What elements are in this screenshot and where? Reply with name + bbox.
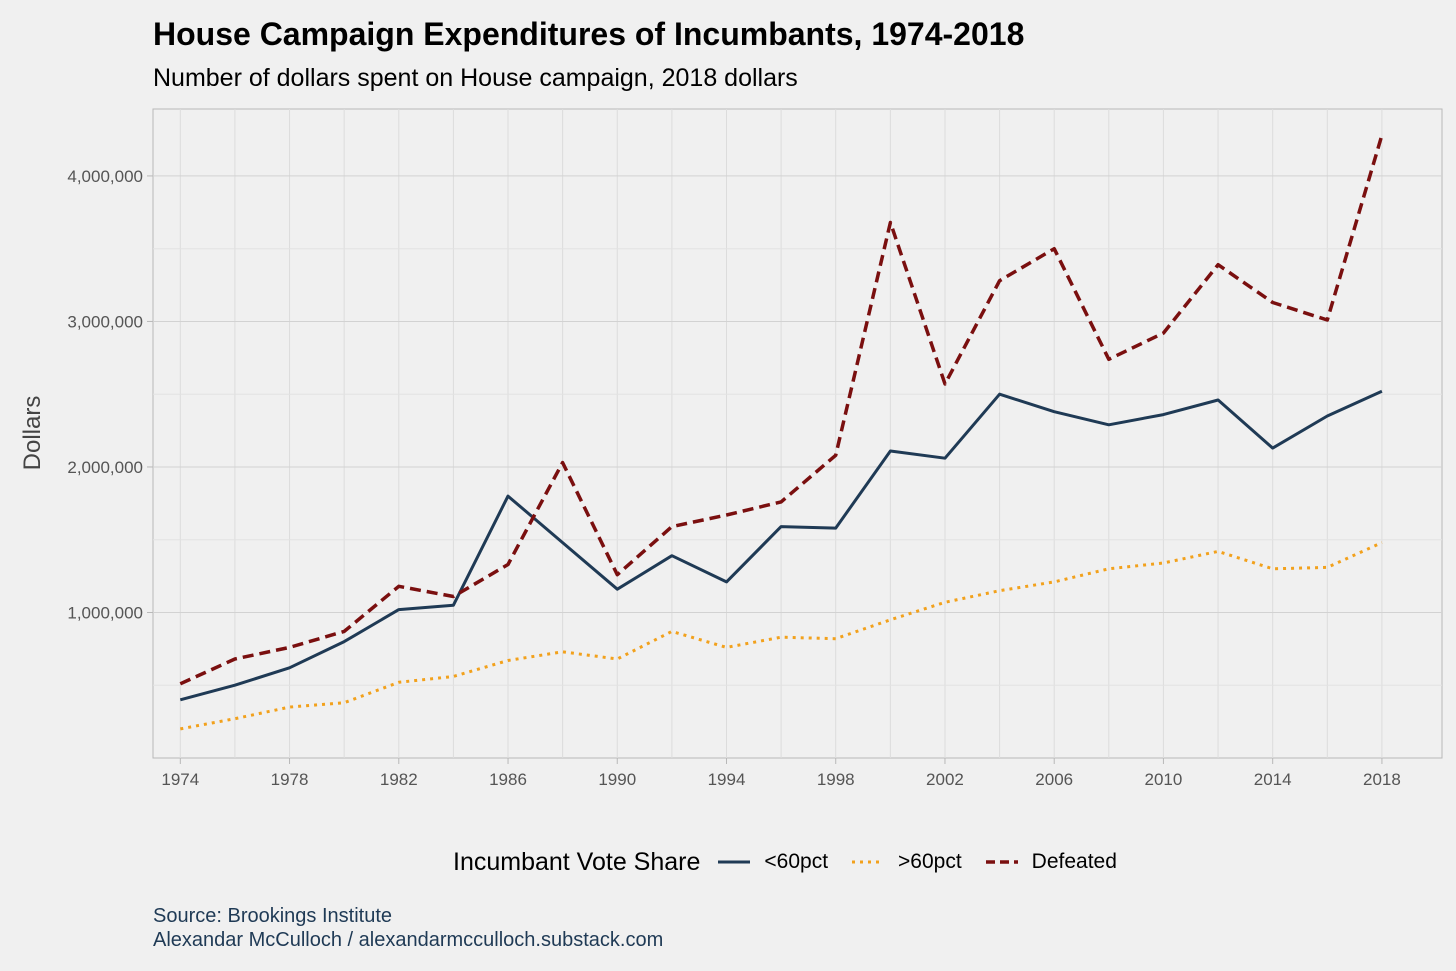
x-tick-label: 1974 [161,770,199,789]
legend-item-defeated: Defeated [984,850,1117,874]
legend: Incumbant Vote Share <60pct >60pct Defea… [453,845,1139,879]
legend-item-lt60: <60pct [716,850,828,874]
x-tick-label: 1998 [817,770,855,789]
legend-key-lt60 [718,860,751,864]
legend-title: Incumbant Vote Share [453,847,701,876]
legend-label-lt60: <60pct [764,850,829,873]
legend-key-gt60 [852,860,885,864]
legend-item-gt60: >60pct [850,850,962,874]
x-tick-label: 2018 [1363,770,1401,789]
legend-key-defeated [985,860,1018,864]
legend-label-gt60: >60pct [898,850,962,873]
series-line-0 [179,389,1383,702]
series-line-2 [179,134,1384,686]
y-tick-label: 1,000,000 [67,603,143,622]
y-tick-label: 3,000,000 [67,312,143,331]
x-tick-label: 1986 [489,770,527,789]
y-tick-label: 4,000,000 [67,167,143,186]
y-tick-label: 2,000,000 [67,458,143,477]
caption-source: Source: Brookings Institute [153,905,393,927]
chart-title: House Campaign Expenditures of Incumbant… [153,16,1025,52]
x-tick-label: 2002 [926,770,964,789]
x-tick-label: 2006 [1035,770,1073,789]
x-tick-label: 1982 [380,770,418,789]
x-tick-label: 1978 [271,770,309,789]
legend-label-defeated: Defeated [1031,850,1117,873]
caption: Source: Brookings Institute Alexandar Mc… [153,904,663,952]
x-tick-label: 1994 [708,770,746,789]
caption-author: Alexandar McCulloch / alexandarmcculloch… [153,929,664,951]
x-tick-label: 2010 [1145,770,1183,789]
x-tick-label: 1990 [598,770,636,789]
plot-panel [152,108,1443,759]
chart-subtitle: Number of dollars spent on House campaig… [153,64,798,92]
x-tick-label: 2014 [1254,770,1292,789]
